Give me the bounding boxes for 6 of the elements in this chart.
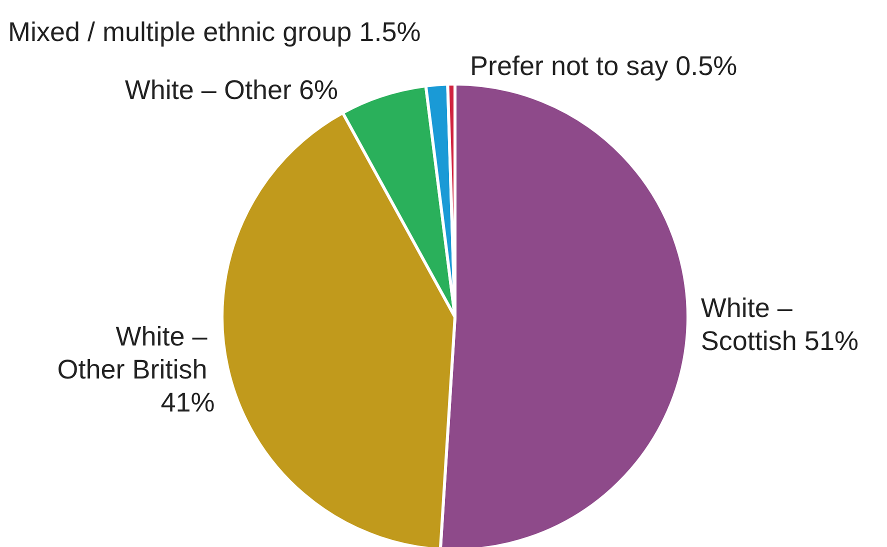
slice-label: White – Other 6%	[124, 75, 338, 105]
slice-label: Prefer not to say 0.5%	[470, 51, 738, 81]
slice-label: White – Other British	[57, 322, 215, 385]
slice-label: Mixed / multiple ethnic group 1.5%	[8, 17, 421, 47]
slice-label: White – Scottish 51%	[700, 293, 858, 356]
data-label: 41%	[160, 388, 215, 418]
